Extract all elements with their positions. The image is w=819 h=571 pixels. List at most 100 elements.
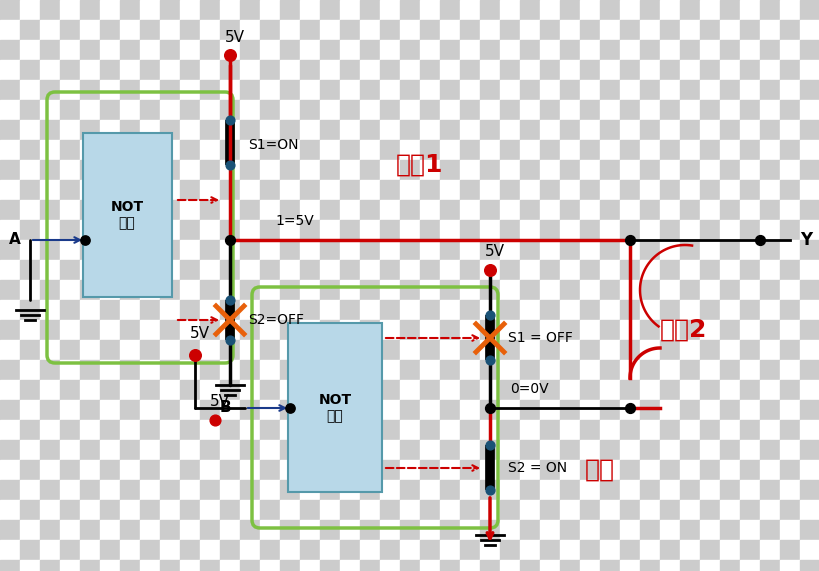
Bar xyxy=(340,0,360,20)
Bar xyxy=(519,480,540,500)
Bar xyxy=(40,40,60,60)
Bar xyxy=(200,180,219,200)
Bar xyxy=(799,160,819,180)
Bar xyxy=(80,460,100,480)
Bar xyxy=(619,400,639,420)
Bar xyxy=(500,20,519,40)
Bar xyxy=(260,420,279,440)
Bar xyxy=(679,180,699,200)
Point xyxy=(483,485,496,494)
Bar xyxy=(459,540,479,560)
Bar xyxy=(400,260,419,280)
Bar xyxy=(699,80,719,100)
Bar xyxy=(340,300,360,320)
Bar xyxy=(559,500,579,520)
Bar xyxy=(659,120,679,140)
Bar xyxy=(60,120,80,140)
Bar xyxy=(519,0,540,20)
Bar xyxy=(739,340,759,360)
Bar xyxy=(779,500,799,520)
Bar xyxy=(739,40,759,60)
Bar xyxy=(360,300,379,320)
Bar xyxy=(260,560,279,571)
Bar xyxy=(279,360,300,380)
Bar xyxy=(340,80,360,100)
Bar xyxy=(20,440,40,460)
Bar xyxy=(60,280,80,300)
Bar xyxy=(300,220,319,240)
Bar xyxy=(639,140,659,160)
Bar xyxy=(579,140,600,160)
Bar xyxy=(759,360,779,380)
Bar xyxy=(759,40,779,60)
Bar xyxy=(319,520,340,540)
Point xyxy=(223,160,236,170)
Bar xyxy=(719,540,739,560)
Bar xyxy=(180,180,200,200)
Bar xyxy=(400,560,419,571)
Bar xyxy=(100,460,120,480)
Bar xyxy=(80,240,100,260)
Bar xyxy=(419,220,440,240)
Bar xyxy=(659,480,679,500)
FancyBboxPatch shape xyxy=(83,133,172,297)
Bar xyxy=(200,20,219,40)
Bar xyxy=(240,500,260,520)
Bar xyxy=(340,560,360,571)
Bar xyxy=(200,220,219,240)
Bar xyxy=(160,440,180,460)
Bar xyxy=(240,80,260,100)
Bar xyxy=(120,440,140,460)
Bar xyxy=(540,460,559,480)
Bar xyxy=(240,480,260,500)
Bar xyxy=(379,420,400,440)
Bar xyxy=(639,120,659,140)
Bar xyxy=(540,260,559,280)
Bar xyxy=(100,500,120,520)
Bar xyxy=(600,300,619,320)
Bar xyxy=(40,300,60,320)
Bar xyxy=(419,520,440,540)
Bar xyxy=(500,260,519,280)
Bar xyxy=(300,440,319,460)
Bar xyxy=(180,120,200,140)
Bar xyxy=(779,280,799,300)
Bar xyxy=(0,460,20,480)
Bar xyxy=(340,420,360,440)
Bar xyxy=(260,360,279,380)
Bar xyxy=(540,100,559,120)
Bar xyxy=(100,120,120,140)
Bar xyxy=(619,360,639,380)
Bar xyxy=(699,460,719,480)
Bar xyxy=(20,0,40,20)
Bar xyxy=(419,160,440,180)
Bar xyxy=(200,100,219,120)
Bar xyxy=(440,280,459,300)
Bar xyxy=(260,260,279,280)
Bar xyxy=(719,440,739,460)
Bar xyxy=(80,20,100,40)
Bar xyxy=(279,420,300,440)
Bar xyxy=(279,160,300,180)
Bar xyxy=(479,480,500,500)
Bar xyxy=(479,540,500,560)
Bar xyxy=(160,0,180,20)
Bar xyxy=(40,280,60,300)
Bar xyxy=(300,120,319,140)
Bar xyxy=(659,560,679,571)
Bar xyxy=(260,320,279,340)
Bar xyxy=(20,480,40,500)
Bar xyxy=(400,460,419,480)
Bar xyxy=(659,340,679,360)
Bar xyxy=(20,300,40,320)
Bar xyxy=(540,340,559,360)
Bar xyxy=(219,520,240,540)
Bar xyxy=(559,60,579,80)
Bar xyxy=(459,400,479,420)
Bar xyxy=(400,380,419,400)
Bar xyxy=(639,320,659,340)
Bar xyxy=(60,200,80,220)
Bar xyxy=(120,240,140,260)
Bar xyxy=(659,20,679,40)
Bar xyxy=(300,280,319,300)
